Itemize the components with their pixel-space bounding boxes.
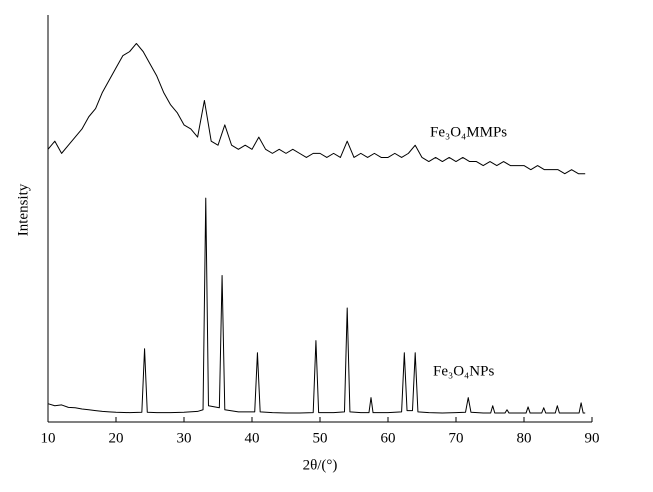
x-tick-label: 40 <box>245 430 260 446</box>
series-label: Fe₃O₄NPs <box>433 363 494 379</box>
x-tick-label: 70 <box>449 430 464 446</box>
x-tick-label: 80 <box>517 430 532 446</box>
y-axis-label: Intensity <box>15 183 31 236</box>
x-tick-label: 90 <box>585 430 600 446</box>
x-tick-label: 20 <box>109 430 124 446</box>
x-tick-label: 30 <box>177 430 192 446</box>
x-tick-label: 50 <box>313 430 328 446</box>
x-axis-label: 2θ/(°) <box>303 457 338 473</box>
series-label: Fe₃O₄MMPs <box>430 124 507 140</box>
x-tick-label: 10 <box>41 430 56 446</box>
data-line <box>47 197 586 414</box>
data-line <box>47 42 586 175</box>
x-tick-label: 60 <box>381 430 396 446</box>
